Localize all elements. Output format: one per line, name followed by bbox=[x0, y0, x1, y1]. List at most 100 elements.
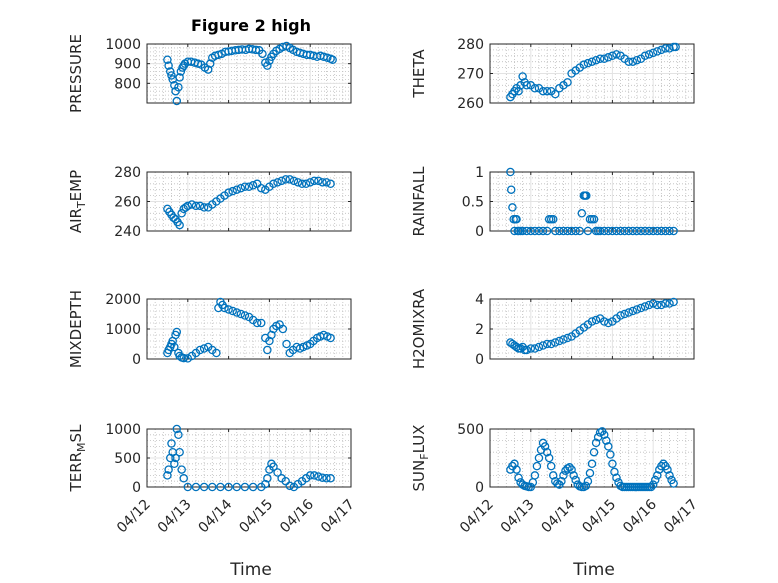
data-point-air-temp bbox=[224, 188, 233, 197]
data-point-theta bbox=[538, 86, 548, 96]
data-point-rainfall bbox=[604, 226, 613, 236]
data-point-sun-flux bbox=[585, 468, 595, 478]
data-point-air-temp bbox=[322, 178, 331, 187]
data-point-mixdepth bbox=[170, 342, 179, 352]
data-point-sun-flux bbox=[540, 442, 550, 451]
x-tick-label-sun-flux: 04/17 bbox=[661, 497, 701, 537]
data-point-sun-flux bbox=[650, 475, 660, 485]
data-point-rainfall bbox=[595, 226, 605, 236]
data-point-sun-flux bbox=[665, 471, 674, 480]
data-point-terr-msl bbox=[224, 482, 233, 492]
subplot-pressure: 800 900 1000 PRESSURE bbox=[67, 34, 352, 113]
y-axis-label-pressure: PRESSURE bbox=[67, 34, 85, 113]
data-point-rainfall bbox=[636, 226, 646, 236]
data-point-rainfall bbox=[582, 191, 591, 200]
data-point-air-temp bbox=[314, 176, 323, 186]
data-point-h2omixra bbox=[526, 344, 536, 353]
data-point-sun-flux bbox=[587, 459, 597, 469]
data-point-h2omixra bbox=[632, 305, 642, 314]
data-point-air-temp bbox=[297, 179, 307, 189]
y-tick-label-h2omixra: 4 bbox=[475, 292, 484, 308]
x-tick-label-sun-flux: 04/15 bbox=[579, 497, 619, 537]
data-point-terr-msl bbox=[269, 462, 278, 471]
data-point-pressure bbox=[164, 61, 173, 70]
subplot-sun-flux: 0 500 SUNFLUX 04/12 04/13 04/14 04/15 04/16 04/1… bbox=[410, 422, 701, 536]
y-tick-label-rainfall: 0.5 bbox=[462, 195, 484, 211]
data-point-terr-msl bbox=[199, 482, 209, 492]
data-point-h2omixra bbox=[661, 299, 670, 308]
data-point-theta bbox=[624, 57, 633, 66]
data-point-theta bbox=[530, 84, 540, 93]
data-point-h2omixra bbox=[546, 339, 556, 349]
data-point-air-temp bbox=[326, 179, 335, 189]
data-point-air-temp bbox=[301, 179, 311, 189]
data-point-air-temp bbox=[199, 203, 209, 212]
data-point-pressure bbox=[166, 67, 175, 76]
data-point-rainfall bbox=[628, 226, 638, 236]
data-point-theta bbox=[604, 53, 613, 62]
data-point-pressure bbox=[328, 55, 337, 64]
x-tick-label-sun-flux: 04/16 bbox=[620, 496, 660, 536]
data-point-air-temp bbox=[248, 181, 258, 190]
data-point-sun-flux bbox=[646, 482, 656, 492]
data-point-rainfall bbox=[661, 226, 670, 236]
data-point-h2omixra bbox=[624, 308, 633, 317]
data-point-rainfall bbox=[657, 226, 666, 236]
data-point-sun-flux bbox=[648, 480, 658, 489]
data-point-air-temp bbox=[305, 178, 315, 187]
y-axis-label-air-temp: AIRTEMP bbox=[67, 170, 88, 233]
x-tick-label-terr-msl: 04/14 bbox=[196, 496, 236, 536]
data-point-rainfall bbox=[551, 226, 560, 236]
x-tick-label-sun-flux: 04/13 bbox=[498, 497, 538, 537]
data-point-air-temp bbox=[244, 182, 254, 191]
y-axis-label-sun-flux: SUNFLUX bbox=[410, 425, 431, 492]
data-point-rainfall bbox=[530, 226, 540, 236]
data-point-terr-msl bbox=[310, 471, 319, 480]
data-point-air-temp bbox=[281, 175, 290, 184]
data-point-sun-flux bbox=[663, 465, 672, 474]
data-point-terr-msl bbox=[177, 465, 186, 474]
data-point-mixdepth bbox=[220, 303, 229, 313]
y-tick-label-pressure: 1000 bbox=[105, 37, 141, 53]
data-point-sun-flux bbox=[530, 471, 540, 480]
data-point-air-temp bbox=[318, 178, 327, 187]
data-point-theta bbox=[551, 89, 560, 99]
axes-frame-pressure bbox=[146, 43, 352, 104]
data-point-rainfall bbox=[616, 226, 625, 236]
y-tick-label-mixdepth: 0 bbox=[132, 352, 141, 368]
data-point-h2omixra bbox=[538, 341, 548, 350]
data-point-terr-msl bbox=[183, 482, 193, 492]
data-point-rainfall bbox=[624, 226, 633, 236]
data-point-terr-msl bbox=[322, 474, 331, 483]
data-point-theta bbox=[514, 86, 523, 96]
data-point-theta bbox=[583, 58, 593, 68]
x-tick-label-terr-msl: 04/17 bbox=[318, 497, 358, 537]
data-point-rainfall bbox=[506, 167, 515, 177]
data-point-terr-msl bbox=[174, 430, 183, 440]
data-point-sun-flux bbox=[532, 461, 542, 471]
data-point-sun-flux bbox=[653, 471, 662, 480]
y-tick-label-rainfall: 1 bbox=[475, 165, 484, 181]
data-point-rainfall bbox=[575, 226, 585, 236]
y-tick-label-air-temp: 260 bbox=[114, 195, 141, 211]
data-point-sun-flux bbox=[669, 479, 678, 488]
data-point-air-temp bbox=[277, 176, 286, 186]
data-point-terr-msl bbox=[305, 471, 315, 480]
data-point-theta bbox=[612, 50, 621, 59]
data-point-air-temp bbox=[240, 182, 250, 191]
data-point-rainfall bbox=[518, 226, 527, 236]
data-point-h2omixra bbox=[628, 306, 638, 316]
data-point-air-temp bbox=[195, 201, 205, 211]
data-point-sun-flux bbox=[546, 461, 556, 471]
data-point-h2omixra bbox=[669, 297, 678, 307]
data-point-air-temp bbox=[191, 201, 201, 211]
y-tick-label-h2omixra: 2 bbox=[475, 322, 484, 338]
data-point-mixdepth bbox=[282, 339, 291, 349]
data-point-rainfall bbox=[589, 214, 599, 224]
data-point-h2omixra bbox=[657, 300, 666, 310]
data-point-air-temp bbox=[228, 186, 237, 196]
data-point-theta bbox=[648, 48, 658, 58]
data-point-mixdepth bbox=[195, 345, 205, 355]
y-tick-label-theta: 260 bbox=[457, 96, 484, 112]
